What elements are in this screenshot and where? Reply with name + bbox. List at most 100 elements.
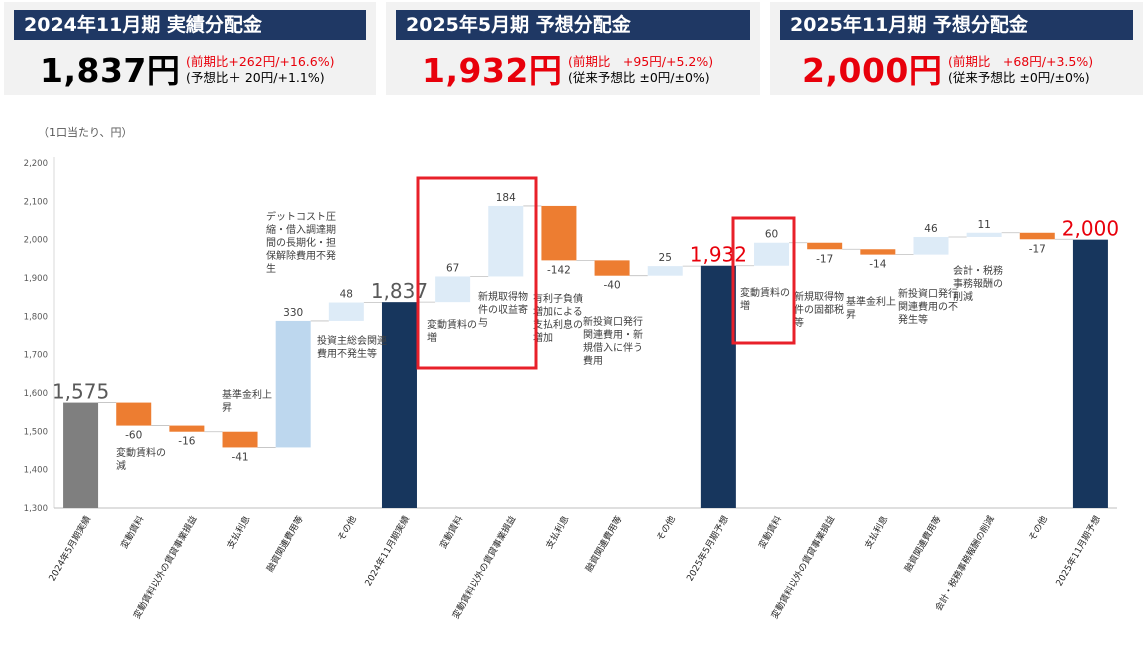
panel-forecast-line: (従来予想比 ±0円/±0%) <box>568 70 710 85</box>
bar-annotation: 基準金利上 <box>846 295 896 308</box>
bar-16 <box>913 236 949 255</box>
category-label: その他 <box>654 514 678 543</box>
bar-annotation: 関連費用の不 <box>898 300 958 313</box>
decrease-value-label: -41 <box>231 451 248 463</box>
category-label: 融資関連費用等 <box>264 514 306 575</box>
bar-annotation: 与 <box>478 317 488 329</box>
bar-annotation: 有利子負債 <box>533 292 583 305</box>
bar-annotation: 件の収益寄 <box>478 303 528 316</box>
panel-value: 1,932円 <box>422 51 563 90</box>
bar-15 <box>860 249 896 255</box>
y-tick-label: 2,000 <box>24 236 48 246</box>
bar-annotation: 増 <box>427 331 437 344</box>
distribution-panel-1: 2024年11月期 実績分配金 1,837円 (前期比+262円/+16.6%)… <box>4 2 376 95</box>
panel-value: 2,000円 <box>802 51 943 90</box>
highlight-box <box>731 216 796 345</box>
category-label: 2025年5月期予想 <box>684 514 731 584</box>
total-value-label: 1,837 <box>371 279 428 303</box>
bar-13 <box>754 242 790 266</box>
decrease-value-label: -40 <box>603 280 620 292</box>
bar-annotation: 増加による <box>533 305 583 318</box>
category-label: 変動賃料 <box>756 514 784 551</box>
bar-annotation: 投資主総会関連 <box>317 334 387 347</box>
y-tick-label: 1,500 <box>24 427 48 437</box>
y-tick-label: 2,200 <box>24 159 48 169</box>
bar-annotation: 費用 <box>583 354 603 367</box>
decrease-value-label: -14 <box>869 259 886 271</box>
distribution-panel-3: 2025年11月期 予想分配金 2,000円 (前期比 +68円/+3.5%) … <box>770 2 1143 95</box>
increase-value-label: 60 <box>765 229 778 241</box>
panel-change-line: (前期比 +68円/+3.5%) <box>948 54 1094 69</box>
bar-annotation: 縮・借入調達期 <box>266 223 336 236</box>
distribution-panel-2: 2025年5月期 予想分配金 1,932円 (前期比 +95円/+5.2%) (… <box>386 2 760 95</box>
bar-annotation: 変動賃料の <box>740 286 790 299</box>
bar-annotation: 発生等 <box>898 313 928 326</box>
bar-annotation: 新投資口発行 <box>583 315 643 328</box>
category-label: 変動賃料以外の賃貸事業損益 <box>768 514 837 621</box>
category-label: 2024年11月期実績 <box>362 514 412 589</box>
bar-annotation: 削減 <box>953 290 973 303</box>
category-label: 融資関連費用等 <box>583 514 625 575</box>
bar-annotation: 変動賃料の <box>427 318 477 331</box>
decrease-value-label: -17 <box>816 253 833 265</box>
bar-3 <box>222 431 258 448</box>
total-value-label: 2,000 <box>1062 217 1119 241</box>
total-value-label: 1,932 <box>690 243 747 267</box>
category-label: 変動賃料以外の賃貸事業損益 <box>131 514 200 621</box>
bar-annotation: 会計・税務 <box>953 264 1003 277</box>
bar-0 <box>63 402 99 508</box>
decrease-value-label: -60 <box>125 430 142 442</box>
bar-annotation: 費用不発生等 <box>317 347 377 360</box>
highlight-box <box>416 176 538 370</box>
increase-value-label: 330 <box>283 307 303 319</box>
bar-7 <box>435 276 471 303</box>
panel-title: 2024年11月期 実績分配金 <box>14 10 366 40</box>
increase-value-label: 11 <box>977 219 990 231</box>
increase-value-label: 46 <box>924 223 938 235</box>
bar-annotation: 間の長期化・担 <box>266 236 336 249</box>
bar-19 <box>1072 239 1108 508</box>
bar-annotation: 規借入に伴う <box>583 341 643 354</box>
category-label: 支払利息 <box>224 514 252 551</box>
panel-change-line: (前期比 +95円/+5.2%) <box>568 54 714 69</box>
decrease-value-label: -142 <box>547 264 571 276</box>
unit-label: （1口当たり、円） <box>38 126 133 139</box>
category-label: 2025年11月期予想 <box>1053 514 1103 589</box>
increase-value-label: 184 <box>496 192 516 204</box>
bar-annotation: 昇 <box>846 309 856 321</box>
category-label: その他 <box>1026 514 1050 543</box>
bar-2 <box>169 425 205 432</box>
panel-title: 2025年5月期 予想分配金 <box>396 10 750 40</box>
bar-6 <box>381 302 417 508</box>
bar-annotation: 増加 <box>533 331 553 344</box>
bar-18 <box>1019 232 1055 240</box>
bar-annotation: 等 <box>794 316 804 329</box>
bar-11 <box>647 266 683 276</box>
total-value-label: 1,575 <box>52 380 109 404</box>
bar-annotation: 昇 <box>222 402 232 414</box>
category-label: 2024年5月期実績 <box>46 514 93 584</box>
bar-annotation: デットコスト圧 <box>266 210 336 223</box>
panel-forecast-line: (従来予想比 ±0円/±0%) <box>948 70 1090 85</box>
category-label: 支払利息 <box>862 514 890 551</box>
bar-annotation: 関連費用・新 <box>583 328 643 341</box>
y-tick-label: 1,800 <box>24 312 48 322</box>
bar-annotation: 新投資口発行 <box>898 287 958 300</box>
panel-change-line: (前期比+262円/+16.6%) <box>186 54 335 69</box>
panel-forecast-line: (予想比＋ 20円/+1.1%) <box>186 70 325 85</box>
bar-annotation: 生 <box>266 262 276 275</box>
bar-14 <box>807 242 843 250</box>
bar-12 <box>700 265 736 508</box>
increase-value-label: 25 <box>659 252 672 264</box>
bar-9 <box>541 205 577 261</box>
y-tick-label: 1,600 <box>24 389 48 399</box>
decrease-value-label: -16 <box>178 436 195 448</box>
bar-5 <box>328 302 364 321</box>
y-tick-label: 1,700 <box>24 351 48 361</box>
bar-10 <box>594 260 630 276</box>
y-tick-label: 1,300 <box>24 504 48 514</box>
category-label: 変動賃料以外の賃貸事業損益 <box>449 514 518 621</box>
category-label: 融資関連費用等 <box>902 514 944 575</box>
category-label: 支払利息 <box>543 514 571 551</box>
